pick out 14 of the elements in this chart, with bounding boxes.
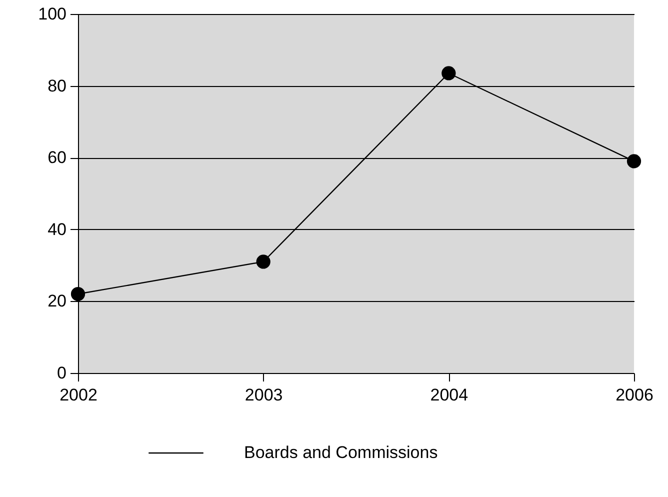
legend-label: Boards and Commissions: [244, 443, 438, 462]
y-tick-label: 80: [48, 76, 66, 96]
y-tick-label: 100: [38, 4, 66, 24]
point: [626, 154, 642, 168]
point: [442, 66, 456, 80]
y-tick-label: 0: [57, 364, 66, 382]
x-tick-label: 2003: [244, 386, 283, 404]
x-tick-label: 2004: [430, 386, 468, 404]
x-tick-label: 2006: [616, 386, 654, 404]
y-tick-label: 40: [48, 220, 66, 239]
y-tick-label: 20: [48, 292, 66, 311]
y-tick-label: 60: [48, 148, 66, 168]
point: [256, 254, 270, 269]
x-tick-label: 2002: [60, 386, 98, 404]
